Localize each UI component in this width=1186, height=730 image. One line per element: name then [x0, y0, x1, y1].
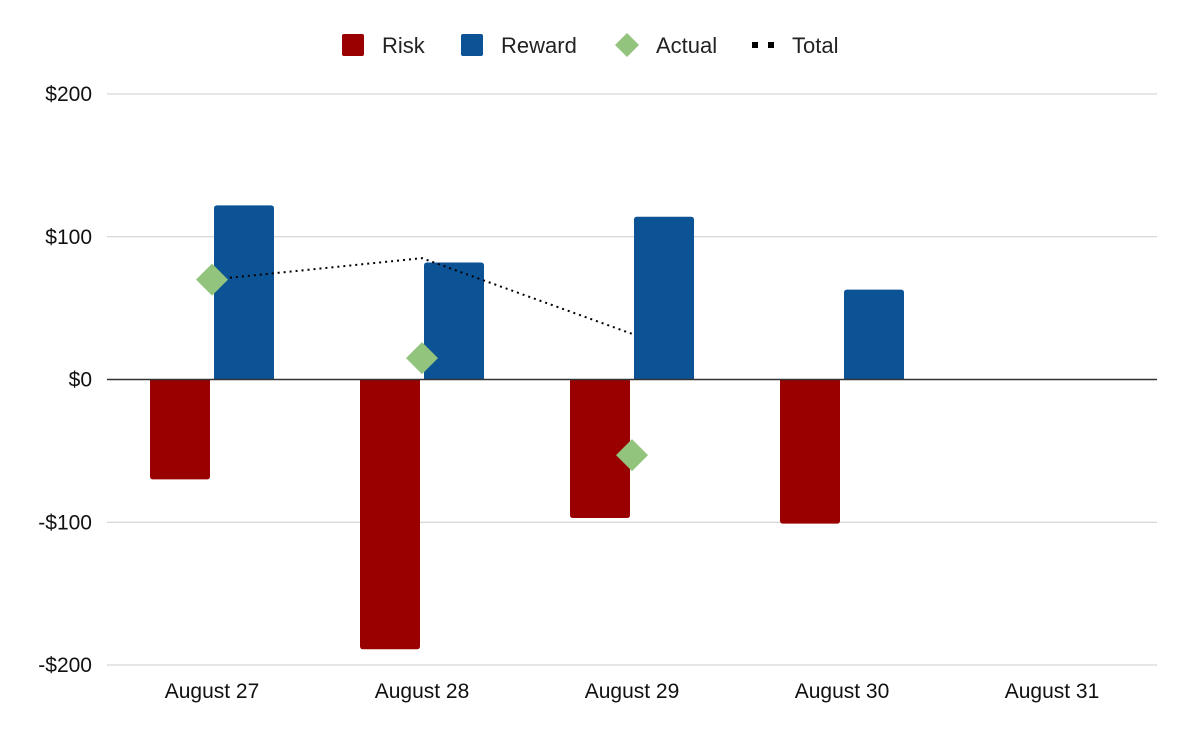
- point-actual-august-27: [196, 263, 228, 296]
- bar-reward-august-30: [844, 289, 904, 380]
- legend-swatch-risk: [342, 34, 364, 56]
- x-axis-tick-labels: August 27 August 28 August 29 August 30 Augu…: [165, 680, 1100, 703]
- legend-label-reward: Reward: [501, 33, 577, 58]
- line-marks: [211, 257, 633, 335]
- legend-swatch-total: [752, 42, 774, 48]
- bar-risk-august-29: [570, 379, 630, 518]
- legend-label-risk: Risk: [382, 33, 426, 58]
- gridlines: [107, 93, 1157, 666]
- legend: Risk Reward Actual Total: [342, 33, 838, 58]
- legend-label-actual: Actual: [656, 33, 717, 58]
- y-tick-label: $0: [69, 369, 92, 392]
- y-tick-label: -$100: [38, 511, 92, 534]
- bar-reward-august-27: [214, 205, 274, 380]
- x-tick-label: August 30: [795, 680, 890, 703]
- bar-reward-august-29: [634, 216, 694, 380]
- bar-risk-august-28: [360, 379, 420, 650]
- point-marks: [196, 263, 648, 472]
- legend-label-total: Total: [792, 33, 838, 58]
- point-actual-august-28: [406, 342, 438, 375]
- bar-risk-august-27: [150, 379, 210, 480]
- line-total: [211, 257, 633, 335]
- y-tick-label: $100: [45, 226, 92, 249]
- x-tick-label: August 31: [1005, 680, 1100, 703]
- y-tick-label: $200: [45, 83, 92, 106]
- x-tick-label: August 29: [585, 680, 680, 703]
- bar-reward-august-28: [424, 262, 484, 380]
- bar-marks: [150, 205, 904, 650]
- legend-swatch-reward: [461, 34, 483, 56]
- legend-swatch-actual: [615, 33, 639, 57]
- bar-risk-august-30: [780, 379, 840, 524]
- y-tick-label: -$200: [38, 654, 92, 677]
- x-tick-label: August 28: [375, 680, 470, 703]
- point-actual-august-29: [616, 439, 648, 472]
- x-tick-label: August 27: [165, 680, 260, 703]
- y-axis-tick-labels: $200 $100 $0 -$100 -$200: [38, 83, 92, 677]
